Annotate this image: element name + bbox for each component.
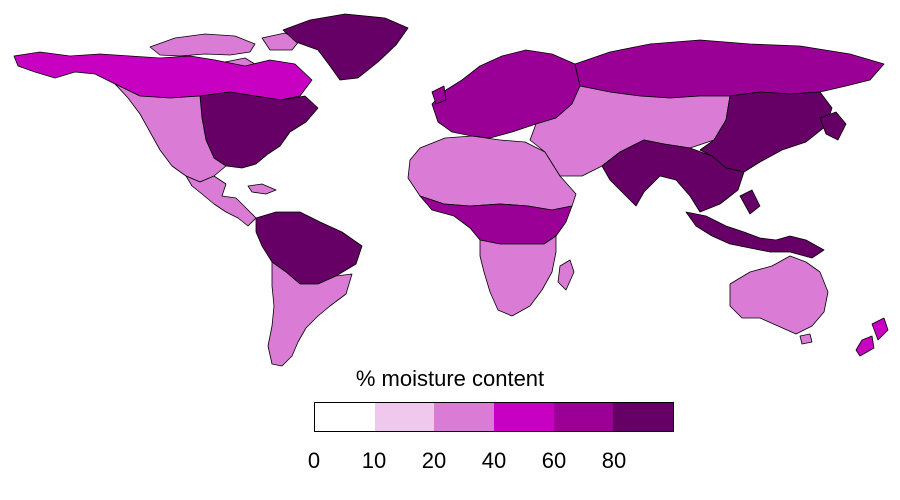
land-shape (267, 261, 353, 367)
legend-swatch (494, 403, 554, 431)
region-greenland (282, 13, 409, 81)
region-northern-canada (13, 51, 313, 101)
land-shape (601, 139, 745, 213)
world-moisture-map (13, 13, 889, 367)
region-eastern-north-america (199, 91, 319, 169)
land-shape (149, 33, 256, 57)
land-shape (13, 51, 313, 101)
land-shape (855, 335, 875, 357)
region-southern-south-america (267, 261, 353, 367)
legend-tick-label: 0 (307, 448, 321, 473)
land-shape (729, 255, 829, 335)
region-new-zealand (855, 317, 889, 357)
land-shape (739, 189, 761, 215)
legend-title: % moisture content (355, 366, 545, 391)
region-eastern-china (699, 91, 847, 173)
land-shape (871, 317, 889, 341)
land-shape (431, 85, 447, 105)
region-siberia (574, 39, 885, 99)
legend-swatch (315, 403, 375, 431)
land-shape (799, 333, 813, 345)
color-legend-bar (314, 402, 674, 432)
land-shape (199, 91, 319, 169)
land-shape (685, 211, 825, 259)
land-shape (574, 39, 885, 99)
legend-swatch (374, 403, 435, 431)
land-shape (699, 91, 833, 173)
legend-tick-label: 80 (601, 448, 627, 473)
land-shape (479, 235, 557, 317)
legend-swatch (613, 403, 674, 431)
land-shape (819, 111, 847, 141)
region-australia (729, 255, 829, 345)
legend-tick-label: 20 (421, 448, 447, 473)
land-shape (247, 183, 277, 195)
legend-tick-label: 40 (481, 448, 507, 473)
land-layer (13, 13, 889, 367)
land-shape (185, 175, 257, 227)
legend-swatch (434, 403, 495, 431)
land-shape (282, 13, 409, 81)
legend-tick-label: 60 (541, 448, 567, 473)
legend-swatch (553, 403, 614, 431)
legend-tick-label: 10 (361, 448, 387, 473)
region-southeast-asia (601, 139, 825, 259)
region-southern-africa (479, 235, 575, 317)
land-shape (557, 259, 575, 291)
